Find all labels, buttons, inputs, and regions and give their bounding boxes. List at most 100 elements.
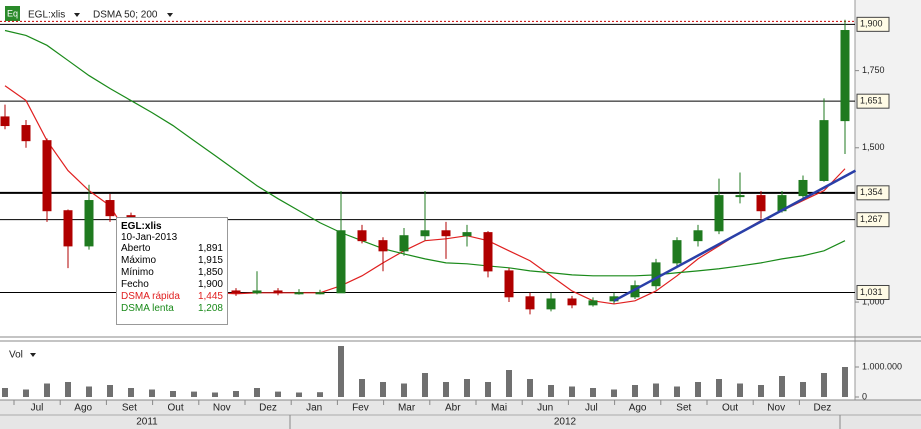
- candle-body: [42, 140, 52, 212]
- candle-body: [378, 240, 388, 252]
- candle-body: [567, 298, 577, 306]
- x-tick-label: Jan: [306, 403, 322, 414]
- candle-body: [483, 232, 493, 272]
- candle-body: [672, 240, 682, 264]
- volume-bar: [464, 379, 470, 397]
- volume-bar: [590, 388, 596, 397]
- dropdown-arrow[interactable]: [167, 13, 173, 17]
- level-box: [856, 16, 890, 32]
- x-tick-label: Out: [168, 403, 184, 414]
- tooltip-text: 1,915: [197, 255, 223, 266]
- x-tick-label: Nov: [213, 403, 231, 414]
- volume-bar: [107, 385, 113, 397]
- level-label: 1,651: [860, 96, 883, 106]
- candle-body: [714, 195, 724, 232]
- candle-body: [819, 120, 829, 181]
- tooltip-text: 1,445: [197, 291, 223, 302]
- year-label: 2011: [136, 417, 158, 428]
- x-tick-label: Dez: [814, 403, 832, 414]
- volume-bar: [296, 392, 302, 397]
- level-box: [856, 93, 890, 109]
- candle-body: [756, 195, 766, 212]
- indicator[interactable]: DSMA 50; 200: [93, 10, 158, 21]
- y-tick-label: 1,000: [862, 296, 885, 306]
- volume-bar: [128, 388, 134, 397]
- candle-body: [63, 210, 73, 247]
- candle-body: [84, 200, 94, 247]
- volume-bar: [275, 391, 281, 397]
- volume-bar: [149, 389, 155, 397]
- level-label: 1,900: [860, 19, 883, 29]
- volume-bar: [2, 388, 8, 397]
- volume-bar: [695, 382, 701, 397]
- volume-bar: [443, 382, 449, 397]
- candle-body: [21, 125, 31, 142]
- x-tick-label: Jun: [537, 403, 553, 414]
- volume-tick-label: 0: [862, 391, 867, 401]
- candle-body: [252, 290, 262, 294]
- tooltip-row: Aberto 1,891: [121, 243, 223, 255]
- tooltip-text: 1,850: [197, 267, 223, 278]
- volume-label: Vol: [9, 350, 23, 361]
- x-tick-label: Jul: [585, 403, 598, 414]
- x-tick-label: Set: [676, 403, 691, 414]
- level-box: [856, 185, 890, 201]
- volume-bar: [800, 382, 806, 397]
- level-label: 1,031: [860, 287, 883, 297]
- tooltip-text: 1,208: [197, 303, 223, 314]
- logo[interactable]: [5, 6, 20, 21]
- level-box: [856, 284, 890, 300]
- candle-body: [0, 116, 10, 127]
- candle-body: [399, 235, 409, 252]
- moving-average: [4, 29, 846, 277]
- volume-bar: [317, 392, 323, 397]
- volume-bar: [170, 391, 176, 397]
- candle-body: [231, 290, 241, 294]
- level-label: 1,354: [860, 187, 883, 197]
- dropdown-arrow[interactable]: [30, 353, 36, 357]
- symbol[interactable]: EGL:xlis: [28, 10, 65, 21]
- tooltip: EGL:xlis 10-Jan-2013 Aberto 1,891 Máximo 1,…: [116, 217, 228, 325]
- tooltip-title: EGL:xlis: [121, 221, 162, 232]
- x-tick-label: Fev: [352, 403, 369, 414]
- volume-bar: [86, 386, 92, 397]
- volume-bar: [611, 389, 617, 397]
- volume-bar: [65, 382, 71, 397]
- y-tick-label: 1,500: [862, 142, 885, 152]
- tooltip-text: DSMA rápida: [121, 291, 180, 302]
- candle-body: [462, 232, 472, 237]
- candle-body: [735, 195, 745, 198]
- volume-bar: [212, 392, 218, 397]
- tooltip-text: Máximo: [121, 255, 157, 266]
- tooltip-text: 1,900: [197, 279, 223, 290]
- x-tick-label: Mar: [398, 403, 416, 414]
- trendline: [613, 169, 857, 302]
- candle-body: [693, 230, 703, 242]
- volume-bar: [44, 383, 50, 397]
- level-label: 1,267: [860, 214, 883, 224]
- x-tick-label: Ago: [74, 403, 92, 414]
- volume-bar: [716, 379, 722, 397]
- tooltip-text: Fecho: [121, 279, 149, 290]
- volume-bar: [401, 383, 407, 397]
- volume-bar: [758, 385, 764, 397]
- candle-body: [525, 296, 535, 310]
- volume-bar: [506, 370, 512, 397]
- candle-body: [798, 179, 808, 197]
- volume-bar: [338, 346, 344, 397]
- candle-body: [294, 292, 304, 295]
- candle-body: [504, 270, 514, 298]
- volume-bar: [380, 382, 386, 397]
- dropdown-arrow[interactable]: [74, 13, 80, 17]
- tooltip-series-row: DSMA lenta 1,208: [121, 303, 223, 315]
- tooltip-row: Mínimo 1,850: [121, 267, 223, 279]
- volume-bar: [842, 367, 848, 397]
- tooltip-text: Mínimo: [121, 267, 154, 278]
- volume-bar: [23, 389, 29, 397]
- candle-body: [420, 230, 430, 237]
- candle-body: [651, 262, 661, 287]
- volume-bar: [254, 388, 260, 397]
- volume-bar: [233, 391, 239, 397]
